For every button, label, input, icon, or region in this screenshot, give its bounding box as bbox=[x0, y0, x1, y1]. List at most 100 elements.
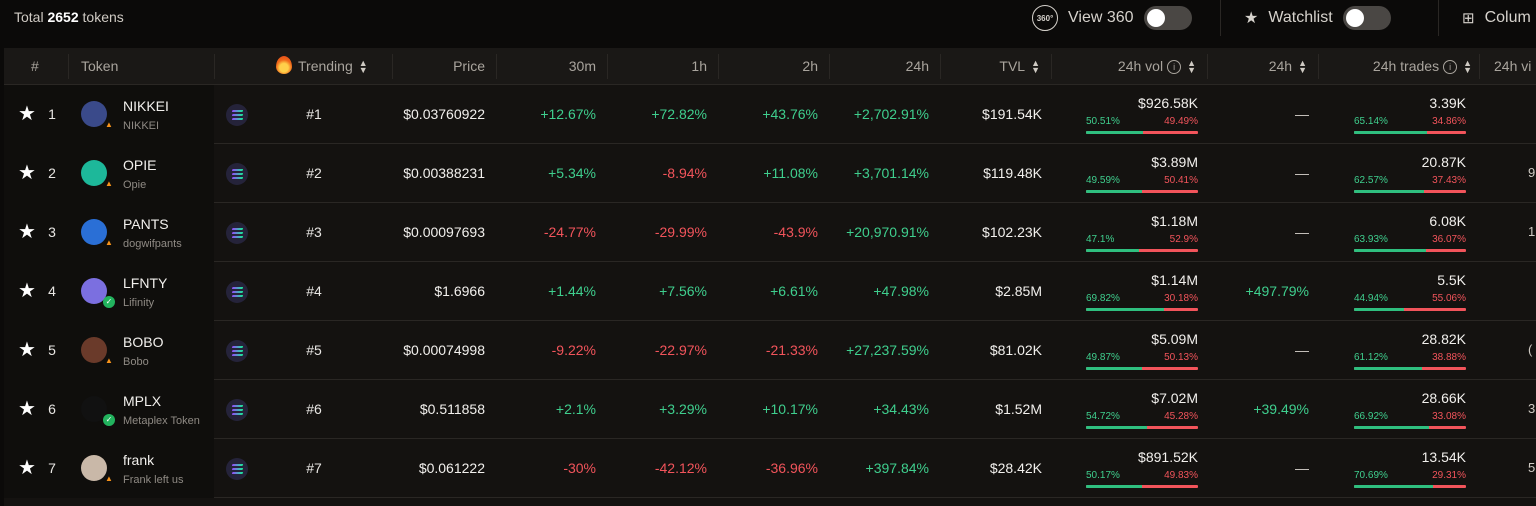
token-symbol[interactable]: LFNTY bbox=[123, 275, 168, 291]
token-symbol[interactable]: NIKKEI bbox=[123, 98, 169, 114]
change-24h: +27,237.59% bbox=[846, 342, 929, 358]
table-row[interactable]: ★ 5 ▲ BOBO Bobo #5 $0.00074998 -9.22% -2… bbox=[4, 321, 1536, 380]
volume-value: $7.02M bbox=[1151, 390, 1198, 406]
volume-value: $1.18M bbox=[1151, 213, 1198, 229]
sort-icon[interactable]: ▲ ▼ bbox=[1298, 58, 1307, 76]
header-30m[interactable]: 30m bbox=[568, 58, 596, 74]
header-24h-views-cut[interactable]: 24h vi bbox=[1494, 58, 1532, 74]
trades-buy-percent: 63.93% bbox=[1354, 234, 1388, 245]
row-rank: 7 bbox=[48, 460, 56, 476]
token-cell[interactable]: ★ 3 ▲ PANTS dogwifpants bbox=[4, 203, 214, 262]
token-cell[interactable]: ★ 7 ▲ frank Frank left us bbox=[4, 439, 214, 498]
solana-chain-icon bbox=[226, 163, 248, 185]
cut-off-cell: 1 bbox=[1528, 224, 1536, 239]
sort-icon[interactable]: ▲ ▼ bbox=[1187, 58, 1196, 76]
header-24h-views[interactable]: 24h ▲ ▼ bbox=[1211, 48, 1307, 85]
token-symbol[interactable]: BOBO bbox=[123, 334, 164, 350]
info-icon[interactable]: i bbox=[1167, 60, 1182, 75]
watchlist-star-icon[interactable]: ★ bbox=[18, 221, 36, 243]
table-row[interactable]: ★ 2 ▲ OPIE Opie #2 $0.00388231 +5.34% -8… bbox=[4, 144, 1536, 203]
sort-icon[interactable]: ▲ ▼ bbox=[1463, 58, 1472, 76]
token-name: Lifinity bbox=[123, 297, 155, 309]
total-suffix: tokens bbox=[82, 9, 124, 25]
trades-buy-percent: 66.92% bbox=[1354, 411, 1388, 422]
token-symbol[interactable]: OPIE bbox=[123, 157, 157, 173]
token-symbol[interactable]: frank bbox=[123, 452, 155, 468]
watchlist-star-icon[interactable]: ★ bbox=[18, 339, 36, 361]
change-2h: +43.76% bbox=[762, 106, 818, 122]
info-icon[interactable]: i bbox=[1443, 60, 1458, 75]
change-2h: +11.08% bbox=[763, 165, 818, 181]
change-30m: +2.1% bbox=[555, 401, 596, 417]
header-24h-trades[interactable]: 24h trades i ▲ ▼ bbox=[1322, 48, 1472, 85]
table-row[interactable]: ★ 1 ▲ NIKKEI NIKKEI #1 $0.03760922 +12.6… bbox=[4, 85, 1536, 144]
volume-buy-percent: 47.1% bbox=[1086, 234, 1115, 245]
sort-icon[interactable]: ▲ ▼ bbox=[358, 58, 368, 76]
token-cell[interactable]: ★ 5 ▲ BOBO Bobo bbox=[4, 321, 214, 380]
watchlist-star-icon[interactable]: ★ bbox=[18, 457, 36, 479]
volume-24h: $7.02M 54.72% 45.28% bbox=[1086, 388, 1198, 432]
volume-24h: $1.18M 47.1% 52.9% bbox=[1086, 211, 1198, 255]
tvl-value: $28.42K bbox=[989, 460, 1042, 476]
volume-buy-percent: 54.72% bbox=[1086, 411, 1120, 422]
token-cell[interactable]: ★ 6 ✓ MPLX Metaplex Token bbox=[4, 380, 214, 439]
total-prefix: Total bbox=[14, 9, 44, 25]
columns-button[interactable]: ⊞ Colum bbox=[1462, 4, 1531, 32]
table-row[interactable]: ★ 3 ▲ PANTS dogwifpants #3 $0.00097693 -… bbox=[4, 203, 1536, 262]
token-cell[interactable]: ★ 2 ▲ OPIE Opie bbox=[4, 144, 214, 203]
header-2h[interactable]: 2h bbox=[802, 58, 818, 74]
token-cell[interactable]: ★ 1 ▲ NIKKEI NIKKEI bbox=[4, 85, 214, 144]
watchlist-control[interactable]: ★ Watchlist bbox=[1244, 4, 1391, 32]
views-24h: — bbox=[1295, 106, 1309, 122]
view-360-toggle[interactable] bbox=[1143, 6, 1192, 30]
warning-icon: ▲ bbox=[105, 356, 113, 365]
token-symbol[interactable]: MPLX bbox=[123, 393, 162, 409]
view-360-icon: 360° bbox=[1032, 5, 1058, 31]
tvl-value: $102.23K bbox=[982, 224, 1042, 240]
view-360-control[interactable]: 360° View 360 bbox=[1032, 4, 1192, 32]
change-24h: +34.43% bbox=[873, 401, 929, 417]
header-trending[interactable]: Trending ▲ ▼ bbox=[276, 48, 368, 85]
watchlist-star-icon[interactable]: ★ bbox=[18, 398, 36, 420]
header-price[interactable]: Price bbox=[453, 58, 485, 74]
watchlist-toggle[interactable] bbox=[1342, 6, 1391, 30]
token-avatar bbox=[81, 396, 107, 422]
sort-icon[interactable]: ▲ ▼ bbox=[1031, 58, 1040, 76]
trades-value: 20.87K bbox=[1421, 154, 1466, 170]
header-24h-views-label: 24h bbox=[1268, 58, 1293, 74]
trades-value: 5.5K bbox=[1437, 272, 1466, 288]
volume-value: $1.14M bbox=[1151, 272, 1198, 288]
watchlist-star-icon[interactable]: ★ bbox=[18, 103, 36, 125]
token-symbol[interactable]: PANTS bbox=[123, 216, 169, 232]
volume-sell-percent: 52.9% bbox=[1169, 234, 1198, 245]
header-tvl[interactable]: TVL ▲ ▼ bbox=[944, 48, 1040, 85]
trades-buy-percent: 70.69% bbox=[1354, 470, 1388, 481]
star-icon: ★ bbox=[1244, 10, 1259, 27]
trending-rank: #2 bbox=[306, 165, 322, 181]
header-token[interactable]: Token bbox=[81, 58, 119, 74]
watchlist-star-icon[interactable]: ★ bbox=[18, 162, 36, 184]
trending-rank: #1 bbox=[306, 106, 322, 122]
table-row[interactable]: ★ 6 ✓ MPLX Metaplex Token #6 $0.511858 +… bbox=[4, 380, 1536, 439]
change-2h: +6.61% bbox=[770, 283, 818, 299]
row-rank: 4 bbox=[48, 283, 56, 299]
trades-value: 28.82K bbox=[1421, 331, 1466, 347]
header-24h-vol[interactable]: 24h vol i ▲ ▼ bbox=[1055, 48, 1196, 85]
trades-buy-percent: 62.57% bbox=[1354, 175, 1388, 186]
tvl-value: $1.52M bbox=[995, 401, 1042, 417]
trades-sell-percent: 37.43% bbox=[1432, 175, 1466, 186]
table-row[interactable]: ★ 7 ▲ frank Frank left us #7 $0.061222 -… bbox=[4, 439, 1536, 498]
volume-24h: $3.89M 49.59% 50.41% bbox=[1086, 152, 1198, 196]
trades-24h: 3.39K 65.14% 34.86% bbox=[1354, 93, 1466, 137]
watchlist-star-icon[interactable]: ★ bbox=[18, 280, 36, 302]
volume-value: $3.89M bbox=[1151, 154, 1198, 170]
volume-sell-percent: 30.18% bbox=[1164, 293, 1198, 304]
change-24h: +3,701.14% bbox=[853, 165, 929, 181]
volume-buy-percent: 50.51% bbox=[1086, 116, 1120, 127]
header-24h[interactable]: 24h bbox=[905, 58, 929, 74]
header-1h[interactable]: 1h bbox=[691, 58, 707, 74]
token-cell[interactable]: ★ 4 ✓ LFNTY Lifinity bbox=[4, 262, 214, 321]
price-value: $0.00388231 bbox=[403, 165, 485, 181]
table-row[interactable]: ★ 4 ✓ LFNTY Lifinity #4 $1.6966 +1.44% +… bbox=[4, 262, 1536, 321]
table-header: # Token Trending ▲ ▼ Price 30m 1h 2h 24h T… bbox=[4, 48, 1536, 85]
